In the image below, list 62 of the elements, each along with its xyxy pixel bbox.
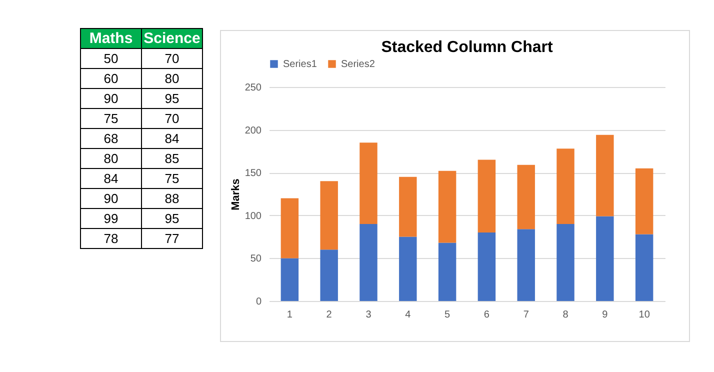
bar — [517, 229, 535, 301]
bar — [635, 168, 654, 234]
y-tick-label: 150 — [244, 168, 262, 180]
bar — [280, 258, 299, 301]
y-tick-label: 250 — [244, 82, 262, 94]
y-tick-label: 200 — [244, 125, 262, 136]
text: 95 — [142, 88, 202, 108]
x-tick-label: 9 — [602, 310, 608, 320]
x-tick-label: 3 — [366, 310, 372, 320]
legend-label: Series1 — [283, 59, 318, 70]
bar — [556, 148, 574, 224]
text: 75 — [142, 168, 202, 188]
y-tick-label: 50 — [250, 254, 262, 265]
bar — [517, 164, 535, 230]
bar — [556, 224, 574, 301]
bar — [438, 170, 456, 243]
bar — [360, 142, 378, 224]
text: 68 — [80, 128, 142, 148]
x-tick-label: 5 — [444, 310, 451, 320]
text: 80 — [142, 68, 202, 88]
text: 84 — [142, 128, 202, 148]
y-tick-label: 100 — [244, 210, 262, 222]
text: 75 — [80, 108, 142, 128]
bar — [635, 234, 654, 301]
bar — [360, 224, 378, 301]
text: 95 — [142, 208, 202, 228]
x-tick-label: 6 — [484, 310, 490, 320]
x-tick-label: 7 — [523, 310, 530, 320]
bar — [280, 198, 299, 258]
x-tick-label: 8 — [562, 310, 569, 320]
text: 88 — [142, 188, 202, 208]
text: 77 — [142, 228, 202, 248]
text: 85 — [142, 148, 202, 168]
text: 50 — [80, 48, 142, 68]
x-tick-label: 10 — [638, 310, 650, 320]
text: 70 — [142, 108, 202, 128]
bar — [596, 134, 614, 216]
text: 99 — [80, 208, 142, 228]
x-tick-label: 1 — [286, 310, 293, 320]
bar — [399, 236, 417, 301]
text: 84 — [80, 168, 142, 188]
text: 90 — [80, 88, 142, 108]
bar — [438, 242, 456, 301]
bar — [478, 232, 496, 301]
bar — [399, 176, 417, 237]
text: 70 — [142, 48, 202, 68]
y-tick-label: 0 — [256, 296, 262, 308]
x-tick-label: 4 — [405, 310, 412, 320]
legend-label: Series2 — [341, 59, 376, 70]
x-tick-label: 2 — [326, 310, 332, 320]
text: 78 — [80, 228, 142, 248]
bar — [320, 250, 338, 301]
bar — [596, 216, 614, 301]
text: Maths — [80, 28, 142, 48]
text: 90 — [80, 188, 142, 208]
text: 80 — [80, 148, 142, 168]
bar — [320, 181, 338, 250]
text: 60 — [80, 68, 142, 88]
chart-title: Stacked Column Chart — [381, 39, 554, 56]
bar — [478, 160, 496, 233]
y-axis-title: Marks — [230, 178, 242, 210]
text: Science — [142, 28, 202, 48]
